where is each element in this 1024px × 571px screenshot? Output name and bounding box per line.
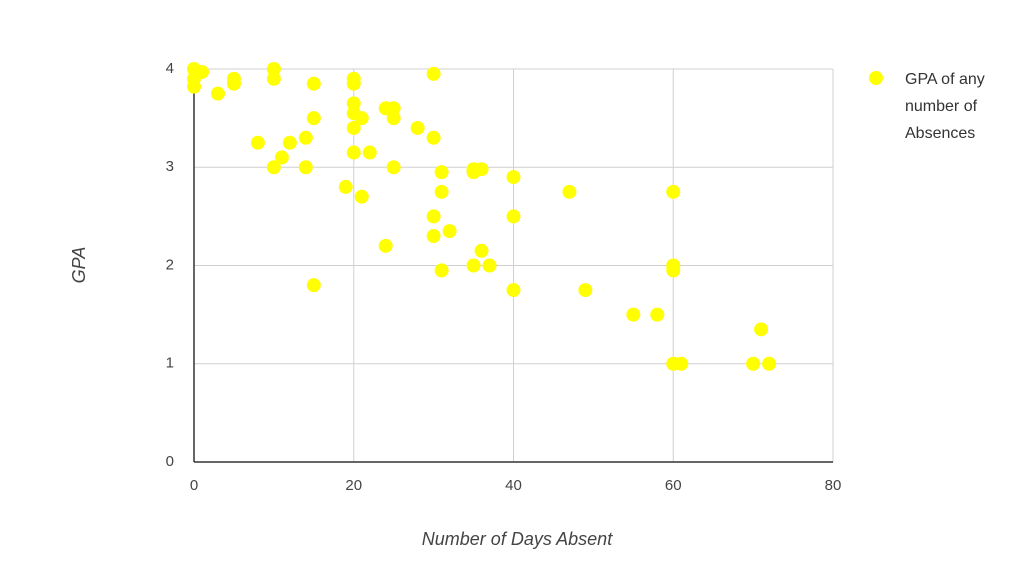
scatter-point	[306, 278, 321, 293]
scatter-point	[346, 76, 361, 91]
scatter-point	[666, 263, 681, 278]
x-tick-label: 80	[825, 477, 842, 494]
scatter-point	[442, 224, 457, 239]
scatter-point	[466, 258, 481, 273]
y-tick-label: 1	[166, 355, 174, 372]
scatter-point	[298, 160, 313, 175]
scatter-point	[266, 62, 281, 76]
scatter-point	[226, 76, 241, 91]
scatter-point	[362, 145, 377, 160]
scatter-point	[434, 184, 449, 199]
scatter-point	[426, 66, 441, 81]
scatter-point	[666, 184, 681, 199]
y-tick-label: 0	[166, 453, 174, 470]
scatter-point	[306, 76, 321, 91]
scatter-point	[434, 263, 449, 278]
scatter-point	[194, 64, 209, 79]
scatter-point	[410, 120, 425, 135]
scatter-point	[754, 322, 769, 337]
scatter-point	[386, 101, 401, 116]
scatter-point	[346, 96, 361, 111]
scatter-point	[187, 79, 201, 94]
scatter-point	[578, 283, 593, 298]
y-tick-label: 4	[166, 60, 174, 77]
y-tick-label: 2	[166, 256, 174, 273]
scatter-point	[474, 243, 489, 258]
scatter-point	[562, 184, 577, 199]
scatter-point	[426, 229, 441, 244]
scatter-point	[346, 145, 361, 160]
y-tick-label: 3	[166, 158, 174, 175]
x-tick-label: 40	[505, 477, 522, 494]
x-tick-label: 0	[190, 477, 198, 494]
legend-marker	[869, 71, 883, 85]
scatter-point	[426, 209, 441, 224]
scatter-point	[426, 130, 441, 145]
scatter-point	[762, 356, 777, 371]
scatter-point	[266, 160, 281, 175]
scatter-point	[650, 307, 665, 322]
scatter-point	[274, 150, 289, 165]
scatter-point	[506, 170, 521, 185]
scatter-point	[282, 135, 297, 150]
scatter-point	[482, 258, 497, 273]
x-tick-label: 20	[345, 477, 362, 494]
scatter-point	[298, 130, 313, 145]
scatter-point	[386, 160, 401, 175]
scatter-point	[434, 165, 449, 180]
scatter-point	[354, 111, 369, 126]
scatter-point	[250, 135, 265, 150]
scatter-point	[474, 162, 489, 177]
x-tick-label: 60	[665, 477, 682, 494]
legend-label: GPA of any number of Absences	[905, 71, 985, 142]
scatter-point	[626, 307, 641, 322]
scatter-point	[674, 356, 689, 371]
x-axis-title: Number of Days Absent	[422, 529, 613, 549]
scatter-point	[746, 356, 761, 371]
scatter-point	[346, 120, 361, 135]
scatter-point	[354, 189, 369, 204]
scatter-point	[378, 238, 393, 253]
scatter-point	[306, 111, 321, 126]
scatter-point	[506, 283, 521, 298]
scatter-point	[386, 111, 401, 126]
scatter-point	[266, 71, 281, 86]
y-axis-title: GPA	[69, 247, 89, 284]
scatter-point	[338, 179, 353, 194]
scatter-point	[210, 86, 225, 101]
scatter-point	[506, 209, 521, 224]
